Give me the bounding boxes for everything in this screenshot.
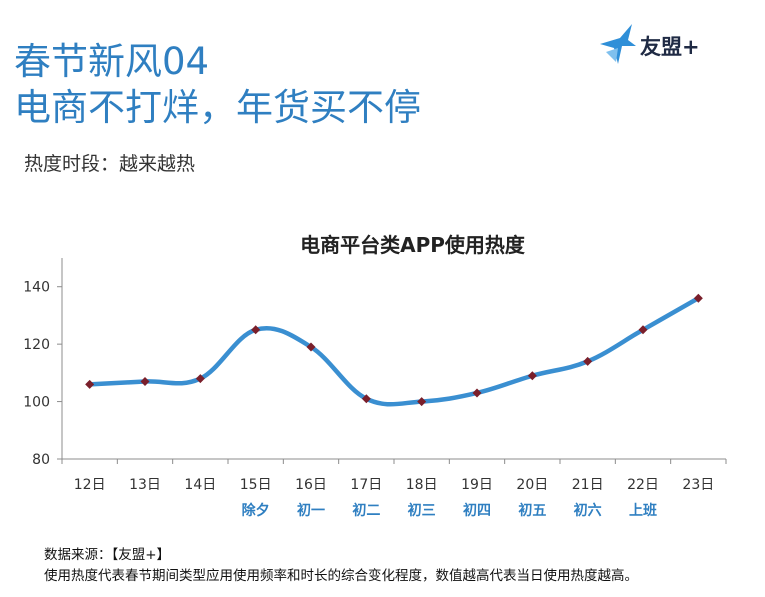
data-point (527, 371, 537, 381)
y-tick-label: 120 (23, 337, 50, 353)
footer-source: 数据来源：【友盟+】 (44, 547, 171, 563)
x-tick-label: 21日 (572, 477, 604, 493)
x-tick-label: 14日 (184, 477, 216, 493)
data-point (251, 325, 261, 335)
y-tick-label: 100 (23, 395, 50, 411)
logo-text: 友盟+ (640, 35, 700, 59)
x-sublabel: 除夕 (242, 502, 270, 519)
x-sublabel: 初五 (518, 502, 546, 519)
x-tick-label: 13日 (129, 477, 161, 493)
x-tick-label: 16日 (295, 477, 327, 493)
data-point (693, 293, 703, 303)
x-tick-label: 19日 (461, 477, 493, 493)
x-sublabel: 初一 (297, 502, 325, 519)
data-point (583, 356, 593, 366)
x-sublabel: 初二 (352, 502, 380, 519)
x-sublabel: 初四 (463, 502, 491, 519)
x-sublabel: 上班 (629, 502, 657, 519)
title-line2: 电商不打烊，年货买不停 (14, 86, 421, 129)
footer-note: 使用热度代表春节期间类型应用使用频率和时长的综合变化程度，数值越高代表当日使用热… (44, 568, 638, 584)
x-tick-label: 20日 (516, 477, 548, 493)
data-point (140, 376, 150, 386)
x-tick-label: 17日 (350, 477, 382, 493)
x-sublabel: 初六 (574, 502, 602, 519)
y-tick-label: 140 (23, 280, 50, 296)
data-point (306, 342, 316, 352)
x-tick-label: 18日 (406, 477, 438, 493)
subtitle: 热度时段：越来越热 (24, 153, 196, 175)
x-tick-label: 12日 (74, 477, 106, 493)
data-point (361, 394, 371, 404)
bird-logo-icon (600, 24, 636, 64)
y-tick-label: 80 (32, 452, 50, 468)
chart-title: 电商平台类APP使用热度 (300, 233, 525, 257)
data-point (417, 397, 427, 407)
series-line (87, 295, 701, 407)
data-point (472, 388, 482, 398)
x-sublabel: 初三 (408, 502, 436, 519)
data-point (638, 325, 648, 335)
x-tick-label: 22日 (627, 477, 659, 493)
umeng-logo: 友盟+ (598, 22, 728, 66)
x-tick-label: 23日 (682, 477, 714, 493)
title-line1: 春节新风04 (14, 40, 210, 83)
data-point (195, 374, 205, 384)
data-point (85, 379, 95, 389)
x-tick-label: 15日 (240, 477, 272, 493)
